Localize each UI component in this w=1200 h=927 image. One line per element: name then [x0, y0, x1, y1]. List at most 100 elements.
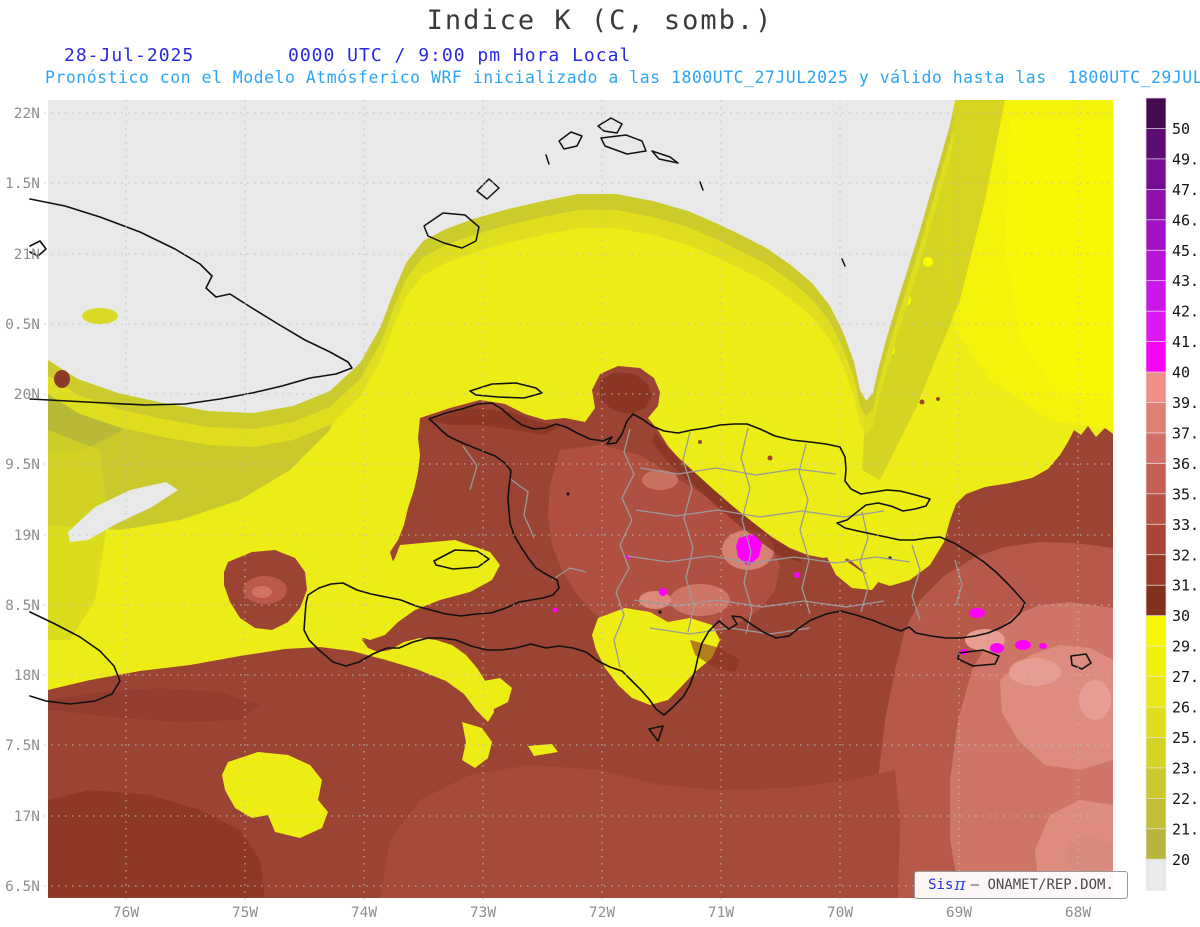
lat-label: 17N: [14, 809, 40, 825]
colorbar-segment: [1145, 310, 1167, 343]
colorbar-tick-label: 45.2: [1172, 242, 1200, 260]
lon-label: 70W: [827, 905, 853, 921]
dark-band-south-left: [48, 688, 260, 722]
graticule: [30, 100, 1113, 904]
colorbar-tick-label: 22.6: [1172, 790, 1200, 808]
coastline-mona: [1070, 653, 1092, 670]
coastline-beata: [648, 725, 664, 742]
colorbar-segment: [1145, 402, 1167, 434]
colorbar-segment: [1145, 828, 1167, 861]
forecast-date: 28-Jul-2025: [64, 45, 195, 66]
colorbar-legend: 50 49.1 47.8 46.5 45.2 43.9 42.6 41.3 40 39.1 37.8…: [1145, 97, 1200, 891]
colorbar-tick-label: 40: [1172, 364, 1190, 382]
coastline-cuba-north: [29, 198, 353, 406]
colorbar-segment: [1145, 858, 1167, 891]
colorbar-tick-label: 43.9: [1172, 272, 1200, 290]
coastline-cuba-hook: [29, 240, 47, 257]
colorbar-segment: [1145, 767, 1167, 800]
colorbar-tick-label: 26.5: [1172, 699, 1200, 717]
colorbar-segment: [1145, 249, 1167, 282]
pink-center-tiburon: [252, 586, 272, 598]
colorbar-tick-label: 21.3: [1172, 820, 1200, 838]
lon-label: 72W: [589, 905, 615, 921]
page-title: Indice K (C, somb.): [426, 5, 774, 36]
brightest-yellow-east: [1005, 120, 1113, 400]
colorbar-segment: [1145, 554, 1167, 587]
colorbar-tick-label: 29.1: [1172, 638, 1200, 656]
pink-spot-island: [670, 584, 730, 616]
lon-label: 71W: [708, 905, 734, 921]
colorbar-segment: [1145, 97, 1167, 130]
lat-label: 18N: [14, 668, 40, 684]
colorbar-segment: [1145, 523, 1167, 556]
pale-pink-spot: [1079, 680, 1111, 720]
forecast-valid-time: 0000 UTC / 9:00 pm Hora Local: [288, 45, 632, 66]
colorbar-segment: [1145, 615, 1167, 648]
watermark-brand: Sis: [928, 877, 954, 893]
colorbar-tick-label: 47.8: [1172, 181, 1200, 199]
colorbar-tick-label: 50: [1172, 120, 1190, 138]
watermark-org: ONAMET/REP.DOM.: [987, 877, 1114, 893]
colorbar-segment: [1145, 584, 1167, 617]
colorbar-segment: [1145, 189, 1167, 221]
colorbar-segment: [1145, 280, 1167, 313]
coastline-hispaniola: [303, 402, 1026, 716]
colorbar-segment: [1145, 219, 1167, 252]
lat-label: 22N: [14, 106, 40, 122]
lon-label: 76W: [113, 905, 139, 921]
colorbar-segment: [1145, 706, 1167, 739]
lat-label: 19N: [14, 528, 40, 544]
pi-logo-icon: π: [954, 874, 966, 895]
lighter-band-south: [380, 765, 900, 898]
pale-pink-spot: [1009, 658, 1061, 686]
pink-spot-island: [642, 470, 678, 490]
colorbar-tick-label: 41.3: [1172, 333, 1200, 351]
colorbar-tick-label: 32.6: [1172, 546, 1200, 564]
lon-label: 75W: [232, 905, 258, 921]
lat-label: 9.5N: [5, 457, 40, 473]
sea-no-data-region: [48, 100, 955, 413]
lat-label: 6.5N: [5, 879, 40, 895]
coastline-saona: [957, 649, 1000, 667]
pale-pink-spot: [1065, 837, 1113, 873]
coastline-bahamas-islands: [423, 117, 846, 267]
colorbar-segment: [1145, 341, 1167, 374]
colorbar-tick-label: 30: [1172, 607, 1190, 625]
colorbar-segment: [1145, 676, 1167, 708]
lat-label: 20N: [14, 387, 40, 403]
red-spot-cuba: [54, 370, 70, 388]
colorbar-tick-label: 39.1: [1172, 394, 1200, 412]
cuba-yellow-patch: [82, 308, 118, 324]
red-high-k-region: [48, 366, 1113, 898]
colorbar-tick-label: 42.6: [1172, 303, 1200, 321]
colorbar-tick-label: 37.8: [1172, 424, 1200, 442]
coastline-tortuga: [469, 382, 543, 399]
watermark-separator: –: [970, 877, 980, 893]
colorbar-segment: [1145, 493, 1167, 526]
colorbar-tick-label: 33.9: [1172, 516, 1200, 534]
colorbar-tick-label: 35.2: [1172, 485, 1200, 503]
colorbar-segment: [1145, 797, 1167, 830]
colorbar-segment: [1145, 737, 1167, 769]
lat-label: 21N: [14, 247, 40, 263]
bright-yellow-spot: [923, 257, 933, 267]
axis-labels: 22N 1.5N 21N 0.5N 20N 9.5N 19N 8.5N 18N 7.5N 17N 6.…: [5, 106, 1091, 921]
colorbar-tick-label: 36.5: [1172, 455, 1200, 473]
lon-label: 69W: [946, 905, 972, 921]
coastline-jamaica: [29, 611, 121, 705]
lat-label: 7.5N: [5, 738, 40, 754]
colorbar-tick-label: 20: [1172, 851, 1190, 869]
colorbar-segment: [1145, 128, 1167, 160]
dark-brick-ridges: [430, 372, 806, 672]
coastlines: [29, 117, 1092, 742]
yellow-patches-over-red: [222, 488, 942, 838]
colorbar-tick-label: 49.1: [1172, 150, 1200, 168]
colorbar-segment: [1145, 432, 1167, 465]
colorbar-segment: [1145, 158, 1167, 191]
colorbar-tick-label: 27.8: [1172, 668, 1200, 686]
red-specks: [698, 397, 940, 461]
colorbar-tick-label: 25.2: [1172, 729, 1200, 747]
lat-label: 8.5N: [5, 598, 40, 614]
